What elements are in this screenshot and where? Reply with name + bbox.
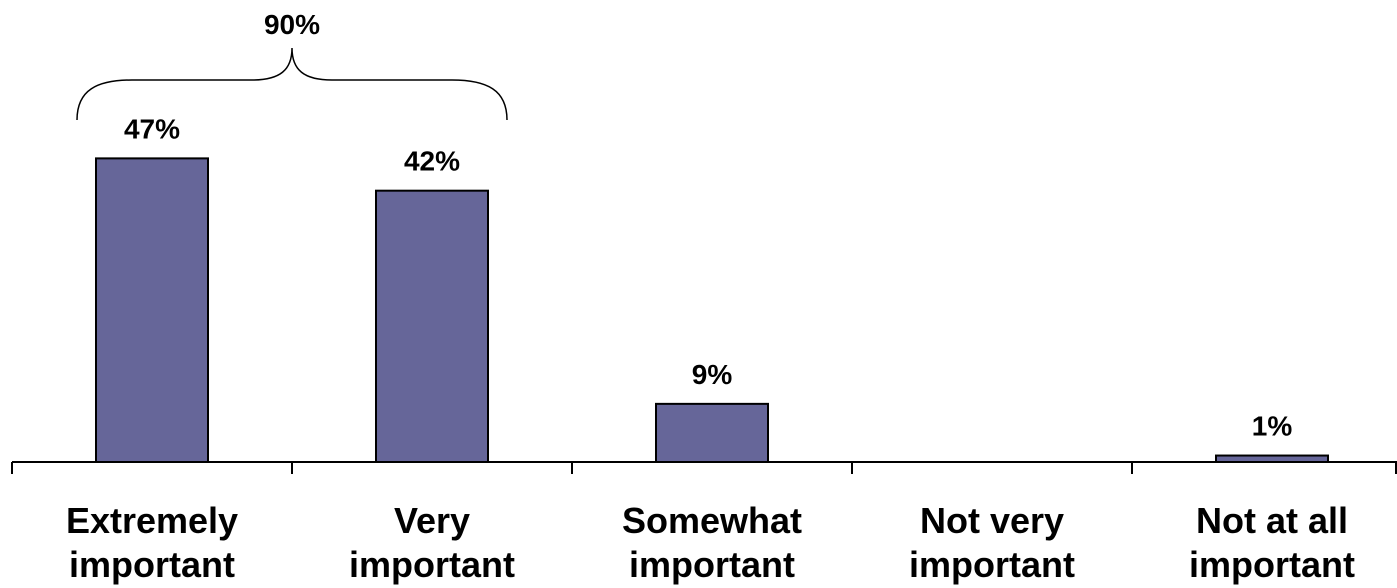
- category-label-3-1: important: [909, 544, 1075, 585]
- data-label-4: 1%: [1252, 411, 1293, 442]
- annotation-label: 90%: [264, 9, 320, 40]
- data-label-2: 9%: [692, 359, 733, 390]
- bar-2: [656, 404, 768, 462]
- category-label-2-1: important: [629, 544, 795, 585]
- category-label-4-0: Not at all: [1196, 500, 1348, 541]
- category-label-1-1: important: [349, 544, 515, 585]
- bar-0: [96, 158, 208, 462]
- category-label-0-1: important: [69, 544, 235, 585]
- data-label-0: 47%: [124, 113, 180, 144]
- category-label-1-0: Very: [394, 500, 470, 541]
- category-label-0-0: Extremely: [66, 500, 238, 541]
- category-label-3-0: Not very: [920, 500, 1064, 541]
- category-label-2-0: Somewhat: [622, 500, 802, 541]
- data-label-1: 42%: [404, 146, 460, 177]
- category-labels-group: ExtremelyimportantVeryimportantSomewhati…: [66, 500, 1355, 585]
- category-label-4-1: important: [1189, 544, 1355, 585]
- data-labels-group: 47% 42% 9% 1%: [124, 113, 1292, 441]
- bar-1: [376, 191, 488, 462]
- brace-annotation: [77, 48, 507, 120]
- bars-group: [96, 158, 1328, 462]
- x-axis: [12, 462, 1397, 474]
- annotation-group: 90%: [77, 9, 507, 120]
